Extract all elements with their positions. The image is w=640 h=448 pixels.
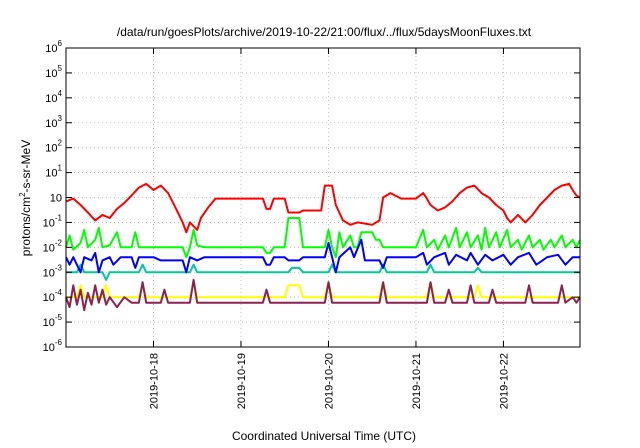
x-tick-label: 2019-10-21: [411, 353, 423, 409]
y-tick-label-base: 10: [45, 68, 57, 80]
y-tick-label-base: 10: [43, 342, 55, 354]
y-tick-label: 10-6: [43, 338, 63, 354]
y-tick-label: 10-2: [43, 238, 63, 254]
y-tick-label-exponent: 3: [58, 114, 63, 123]
series-layer: [65, 182, 581, 312]
y-axis-label-base: protons/cm: [19, 197, 33, 256]
y-tick-label: 10: [50, 193, 62, 205]
y-tick-label-exponent: 4: [58, 89, 63, 98]
y-tick-label-base: 10: [43, 267, 55, 279]
series-line: [66, 263, 580, 281]
y-tick-label-base: 10: [45, 43, 57, 55]
x-tick-label: 2019-10-20: [323, 353, 335, 409]
y-tick-label-base: 10: [45, 143, 57, 155]
y-tick-label: 10-1: [43, 213, 63, 229]
y-tick-label-base: 10: [45, 93, 57, 105]
y-tick-label: 104: [45, 89, 62, 105]
y-axis: 10-610-510-410-310-210-11010110210310410…: [43, 39, 580, 354]
y-tick-label: 10-4: [43, 288, 63, 304]
y-tick-label-exponent: 5: [58, 64, 63, 73]
y-tick-label: 103: [45, 114, 62, 130]
series-line: [65, 182, 581, 234]
y-tick-label-base: 10: [43, 317, 55, 329]
x-tick-label: 2019-10-19: [236, 353, 248, 409]
y-tick-label-exponent: 1: [58, 164, 63, 173]
y-tick-label-exponent: -1: [55, 213, 63, 222]
y-tick-label-base: 10: [43, 242, 55, 254]
series-line: [65, 238, 580, 274]
y-tick-label-exponent: -6: [55, 338, 63, 347]
y-tick-label: 105: [45, 64, 62, 80]
y-tick-label-base: 10: [45, 118, 57, 130]
x-tick-label: 2019-10-18: [148, 353, 160, 409]
y-tick-label-exponent: 2: [58, 139, 63, 148]
chart-title: /data/run/goesPlots/archive/2019-10-22/2…: [117, 25, 532, 39]
y-tick-label: 10-5: [43, 313, 63, 329]
y-tick-label-base: 10: [43, 292, 55, 304]
x-axis: 2019-10-18 2019-10-19 2019-10-20 2019-10-21…: [148, 48, 510, 409]
series-line: [65, 217, 581, 259]
y-tick-label-base: 10: [43, 217, 55, 229]
y-tick-label: 101: [45, 164, 62, 180]
x-tick-label: 2019-10-22: [498, 353, 510, 409]
y-axis-label-rest: -s-sr-MeV: [19, 140, 33, 193]
y-axis-label-sup: 2: [18, 192, 27, 197]
y-axis-label: protons/cm2-s-sr-MeV: [18, 140, 33, 256]
y-tick-label-exponent: -4: [55, 288, 63, 297]
series-line: [65, 278, 581, 312]
y-tick-label: 106: [45, 39, 62, 55]
y-tick-label-exponent: 6: [58, 39, 63, 48]
y-tick-label-base: 10: [45, 168, 57, 180]
x-axis-label: Coordinated Universal Time (UTC): [232, 429, 416, 443]
y-tick-label: 10-3: [43, 263, 63, 279]
y-tick-label-exponent: -5: [55, 313, 63, 322]
y-tick-label-exponent: -3: [55, 263, 63, 272]
y-tick-label: 102: [45, 139, 62, 155]
y-tick-label-exponent: -2: [55, 238, 63, 247]
